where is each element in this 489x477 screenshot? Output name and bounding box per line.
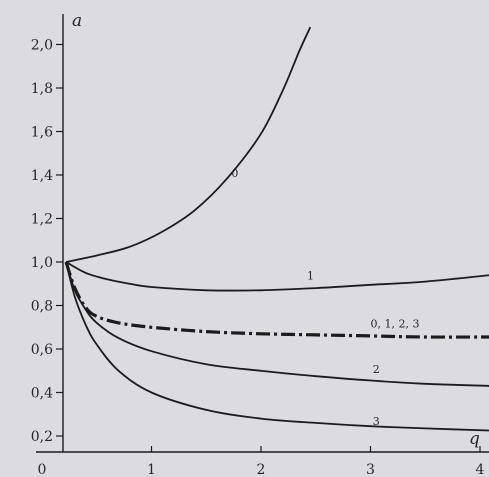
y-tick-label: 1,8 [31, 81, 53, 97]
y-tick-label: 1,2 [31, 212, 53, 228]
y-tick-label: 2,0 [31, 38, 53, 54]
axes [36, 14, 489, 452]
y-axis-title: a [72, 11, 82, 31]
curve-label-2: 0, 1, 2, 3 [371, 317, 420, 330]
curve-labels: 0 1 0, 1, 2, 3 2 3 [231, 167, 419, 428]
series-line-4 [66, 262, 489, 431]
y-tick-label: 1,0 [31, 255, 53, 271]
curve-label-3: 2 [373, 363, 380, 376]
x-tick-label: 1 [147, 462, 156, 477]
series-line-1 [66, 262, 489, 291]
x-tick-label: 3 [366, 462, 375, 477]
x-tick-label: 0 [38, 462, 47, 477]
x-ticks: 0 1 2 3 4 [38, 446, 485, 477]
y-tick-label: 0,4 [31, 386, 53, 402]
y-tick-label: 0,6 [31, 342, 53, 358]
series-line-0 [66, 27, 310, 262]
series-group [66, 27, 489, 431]
x-axis-title: q [469, 429, 480, 449]
y-ticks: 0,2 0,4 0,6 0,8 1,0 1,2 1,4 1,6 1,8 2,0 [31, 38, 63, 446]
x-tick-label: 2 [257, 462, 266, 477]
curve-label-4: 3 [373, 415, 380, 428]
y-tick-label: 1,6 [31, 125, 53, 141]
curve-label-0: 0 [231, 167, 238, 180]
x-tick-label: 4 [476, 462, 485, 477]
y-tick-label: 0,8 [31, 299, 53, 315]
series-line-2 [66, 262, 489, 337]
y-tick-label: 1,4 [31, 168, 53, 184]
y-tick-label: 0,2 [31, 429, 53, 445]
curve-label-1: 1 [307, 269, 314, 282]
series-line-3 [66, 262, 489, 386]
